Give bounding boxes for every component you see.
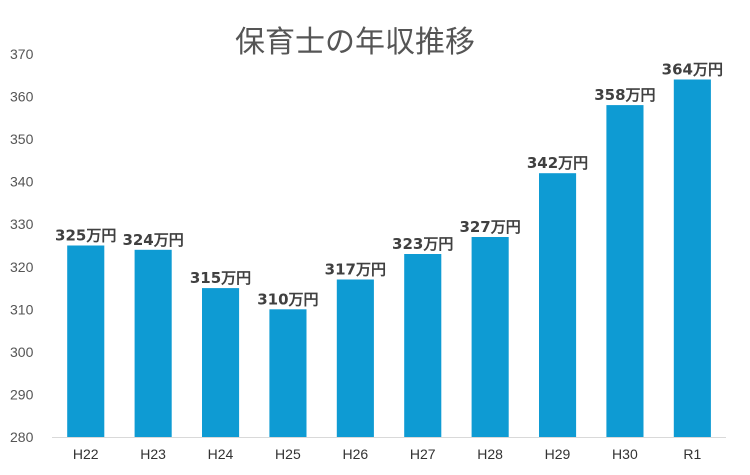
data-label: 342万円 <box>527 154 588 172</box>
y-tick-label: 370 <box>10 46 34 62</box>
data-label: 325万円 <box>55 227 116 245</box>
bars-group <box>67 79 711 437</box>
data-label: 358万円 <box>594 86 655 104</box>
data-label: 364万円 <box>662 61 723 79</box>
y-tick-label: 340 <box>10 174 34 190</box>
y-axis: 280 290 300 310 320 330 340 350 360 370 <box>10 46 34 445</box>
bar <box>269 309 307 437</box>
bar <box>404 254 442 437</box>
data-label: 310万円 <box>257 290 318 308</box>
y-tick-label: 280 <box>10 429 34 445</box>
bar <box>134 249 172 437</box>
y-tick-label: 290 <box>10 386 34 402</box>
y-tick-label: 310 <box>10 301 34 317</box>
y-tick-label: 300 <box>10 344 34 360</box>
chart-title: 保育士の年収推移 <box>235 25 475 60</box>
bar <box>606 105 644 437</box>
data-labels-group: 325万円 324万円 315万円 310万円 317万円 323万円 327万円 342万円… <box>55 61 723 309</box>
x-tick-label: R1 <box>683 446 701 462</box>
x-tick-label: H28 <box>477 446 503 462</box>
x-tick-label: H27 <box>410 446 436 462</box>
x-tick-label: H22 <box>73 446 99 462</box>
x-tick-label: H30 <box>612 446 638 462</box>
data-label: 323万円 <box>392 235 453 253</box>
bar <box>539 173 577 437</box>
y-tick-label: 330 <box>10 216 34 232</box>
x-tick-label: H25 <box>275 446 301 462</box>
y-tick-label: 320 <box>10 259 34 275</box>
x-tick-label: H26 <box>342 446 368 462</box>
y-tick-label: 360 <box>10 89 34 105</box>
x-tick-label: H24 <box>208 446 234 462</box>
data-label: 327万円 <box>459 218 520 236</box>
bar <box>471 237 509 437</box>
bar <box>202 288 240 437</box>
x-axis: H22 H23 H24 H25 H26 H27 H28 H29 H30 R1 <box>52 437 726 462</box>
bar <box>336 279 374 437</box>
y-tick-label: 350 <box>10 131 34 147</box>
bar <box>67 245 105 437</box>
data-label: 315万円 <box>190 269 251 287</box>
bar <box>673 79 711 437</box>
data-label: 317万円 <box>325 261 386 279</box>
data-label: 324万円 <box>122 231 183 249</box>
x-tick-label: H29 <box>545 446 571 462</box>
x-tick-label: H23 <box>140 446 166 462</box>
